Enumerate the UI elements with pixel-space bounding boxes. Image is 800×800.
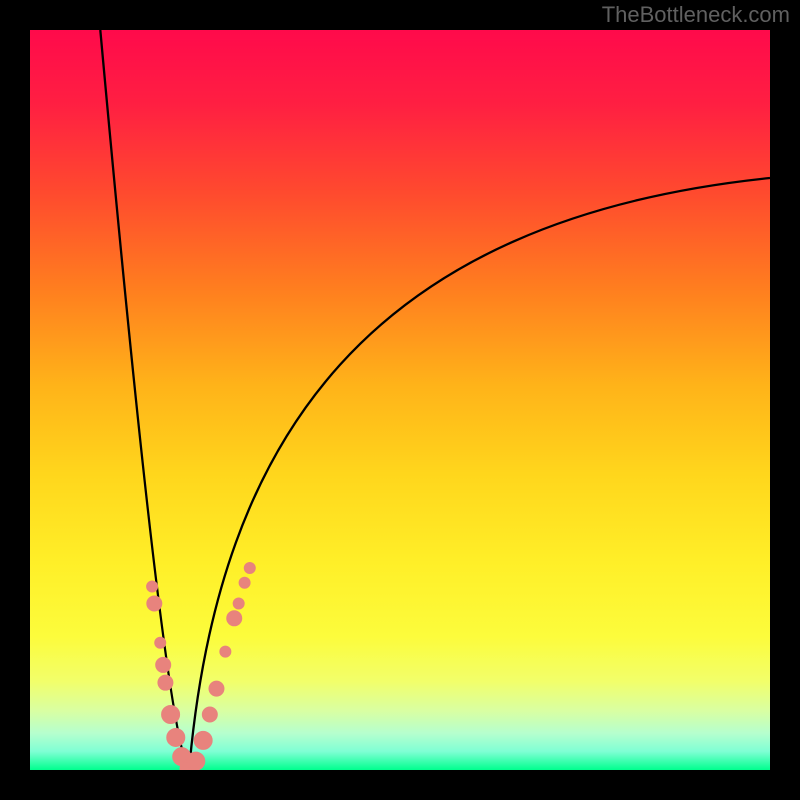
data-point (209, 681, 224, 696)
data-point (147, 581, 158, 592)
data-point (147, 596, 162, 611)
data-point (155, 637, 166, 648)
bottleneck-curve-chart (30, 30, 770, 770)
chart-frame: TheBottleneck.com (0, 0, 800, 800)
data-point (233, 598, 244, 609)
data-point (158, 675, 173, 690)
data-point (202, 707, 217, 722)
data-point (244, 562, 255, 573)
data-point (227, 611, 242, 626)
data-point (162, 706, 180, 724)
data-point (220, 646, 231, 657)
data-point (167, 728, 185, 746)
data-point (239, 577, 250, 588)
gradient-background (30, 30, 770, 770)
data-point (187, 752, 205, 770)
data-point (194, 731, 212, 749)
watermark-text: TheBottleneck.com (602, 2, 790, 28)
data-point (156, 657, 171, 672)
plot-area (30, 30, 770, 770)
